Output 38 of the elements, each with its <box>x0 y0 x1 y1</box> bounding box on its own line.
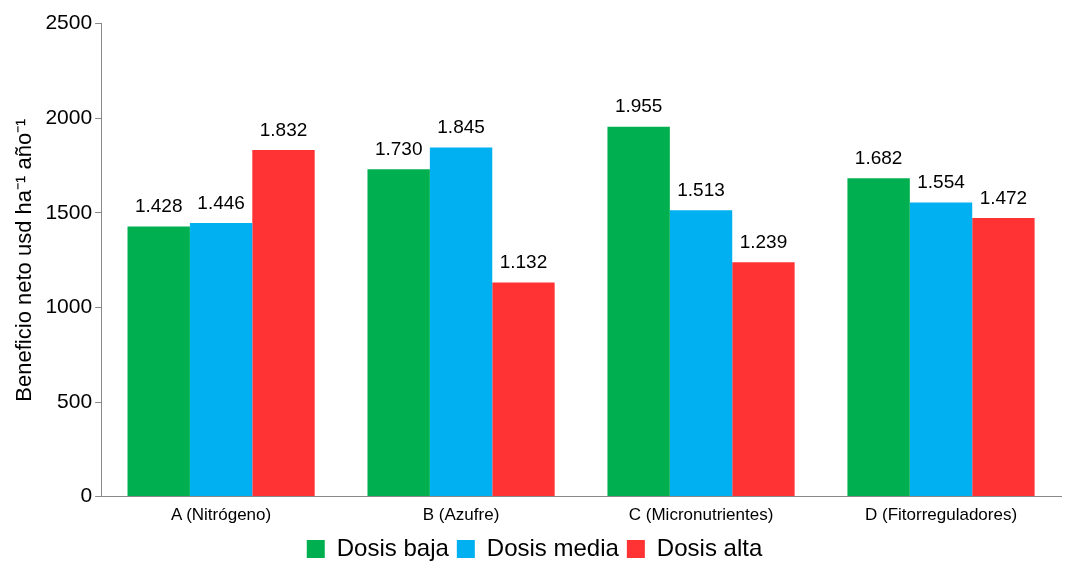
data-label: 1.513 <box>677 179 725 201</box>
y-axis-title: Beneficio neto usd ha⁻¹ año⁻¹ <box>11 118 37 402</box>
legend-label: Dosis alta <box>656 533 763 561</box>
data-label: 1.730 <box>374 138 423 160</box>
data-label: 1.239 <box>739 230 788 252</box>
bar <box>607 126 670 497</box>
bar <box>669 210 733 497</box>
bar <box>492 282 555 497</box>
y-tick-label: 0 <box>80 483 93 507</box>
bar <box>732 262 795 497</box>
y-tick-label: 500 <box>57 388 93 412</box>
data-label: 1.832 <box>259 118 308 140</box>
x-tick-label: D (Fitorreguladores) <box>864 505 1018 525</box>
bar <box>189 223 253 497</box>
legend-label: Dosis baja <box>336 533 450 561</box>
y-tick-label: 2000 <box>45 105 93 128</box>
bar <box>127 226 190 497</box>
data-label: 1.845 <box>437 116 485 138</box>
bar <box>429 147 493 497</box>
bar <box>909 202 973 497</box>
data-label: 1.472 <box>979 186 1028 208</box>
data-label: 1.682 <box>854 147 903 169</box>
x-tick-label: B (Azufre) <box>422 505 500 525</box>
data-label: 1.955 <box>614 95 663 117</box>
y-tick-label: 1500 <box>45 199 93 223</box>
y-tick-label: 1000 <box>45 294 93 318</box>
data-label: 1.446 <box>197 191 245 213</box>
bar <box>367 169 430 497</box>
data-label: 1.428 <box>134 195 183 217</box>
data-label: 1.132 <box>499 251 548 273</box>
x-tick-label: A (Nitrógeno) <box>171 505 272 525</box>
data-label: 1.554 <box>917 171 966 193</box>
legend-label: Dosis media <box>486 533 620 561</box>
x-tick-label: C (Micronutrientes) <box>628 505 774 525</box>
bar <box>252 149 315 497</box>
bar <box>972 218 1035 497</box>
bar <box>847 178 910 497</box>
y-tick-label: 2500 <box>45 10 93 34</box>
